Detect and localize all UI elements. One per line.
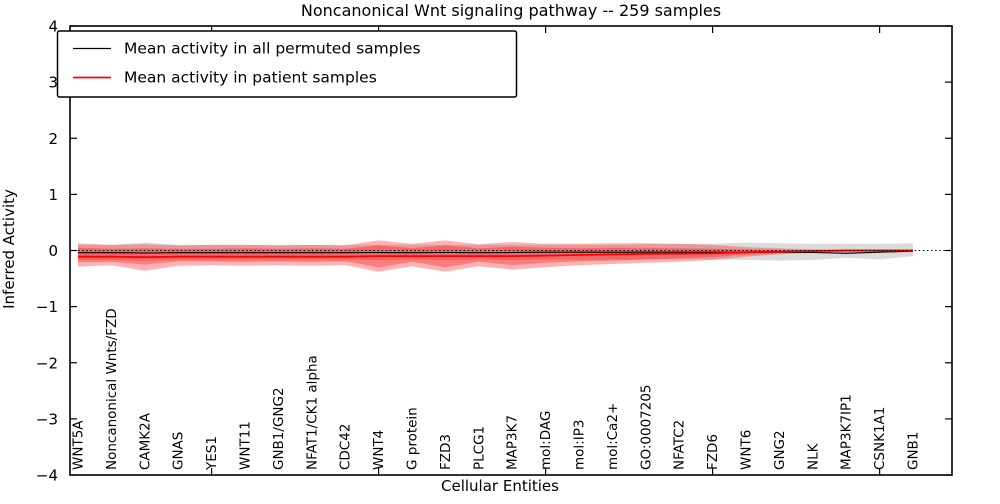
entity-label: WNT11 xyxy=(238,421,254,470)
axes-frame xyxy=(69,25,953,476)
y-tick-label: −4 xyxy=(36,467,58,485)
y-tick-label: 0 xyxy=(48,242,58,260)
entity-label: NFATC2 xyxy=(672,420,688,470)
y-tick-label: 4 xyxy=(48,18,58,36)
legend-label-patient: Mean activity in patient samples xyxy=(124,69,377,87)
entity-label: GNG2 xyxy=(772,430,788,470)
y-axis-label: Inferred Activity xyxy=(0,189,18,309)
entity-label: mol:DAG xyxy=(538,411,554,470)
entity-label: NFAT1/CK1 alpha xyxy=(304,355,320,470)
entity-label: PLCG1 xyxy=(471,426,487,470)
y-tick-label: −2 xyxy=(36,354,58,372)
entity-label: FZD6 xyxy=(705,434,721,470)
entity-label: FZD3 xyxy=(438,434,454,470)
legend: Mean activity in all permuted samples Me… xyxy=(56,30,518,98)
entity-label: mol:Ca2+ xyxy=(605,403,621,470)
entity-label: MAP3K7IP1 xyxy=(839,394,855,470)
entity-label: mol:IP3 xyxy=(572,420,588,470)
y-tick-label: −3 xyxy=(36,410,58,428)
entity-label: WNT6 xyxy=(739,430,755,470)
entity-label: MAP3K7 xyxy=(505,415,521,470)
entity-label: YES1 xyxy=(204,436,220,471)
y-tick-label: 3 xyxy=(48,74,58,92)
entity-label: Noncanonical Wnts/FZD xyxy=(104,308,120,470)
y-tick-label: −1 xyxy=(36,298,58,316)
entity-label: GNB1 xyxy=(906,432,922,470)
mean-line-patient xyxy=(78,249,913,259)
y-tick-label: 1 xyxy=(48,186,58,204)
legend-label-permuted: Mean activity in all permuted samples xyxy=(124,40,421,58)
entity-label: WNT5A xyxy=(71,420,87,470)
entity-label: NLK xyxy=(805,442,821,470)
plot-area: 4 3 2 1 0 −1 −2 −3 −4 WNT5A Noncanonical Wnts/FZD C… xyxy=(36,18,952,485)
entity-label: WNT4 xyxy=(371,430,387,470)
x-axis-label: Cellular Entities xyxy=(441,477,559,495)
legend-box xyxy=(56,30,518,98)
entity-label: GNB1/GNG2 xyxy=(271,387,287,470)
entity-label: CAMK2A xyxy=(137,412,153,470)
entity-label: CSNK1A1 xyxy=(872,407,888,470)
entity-label: CDC42 xyxy=(338,424,354,470)
entity-label: GO:0007205 xyxy=(638,384,654,470)
entity-label: G protein xyxy=(405,407,421,470)
entity-label: GNAS xyxy=(171,432,187,470)
chart-title: Noncanonical Wnt signaling pathway -- 25… xyxy=(301,1,721,20)
y-tick-label: 2 xyxy=(48,130,58,148)
